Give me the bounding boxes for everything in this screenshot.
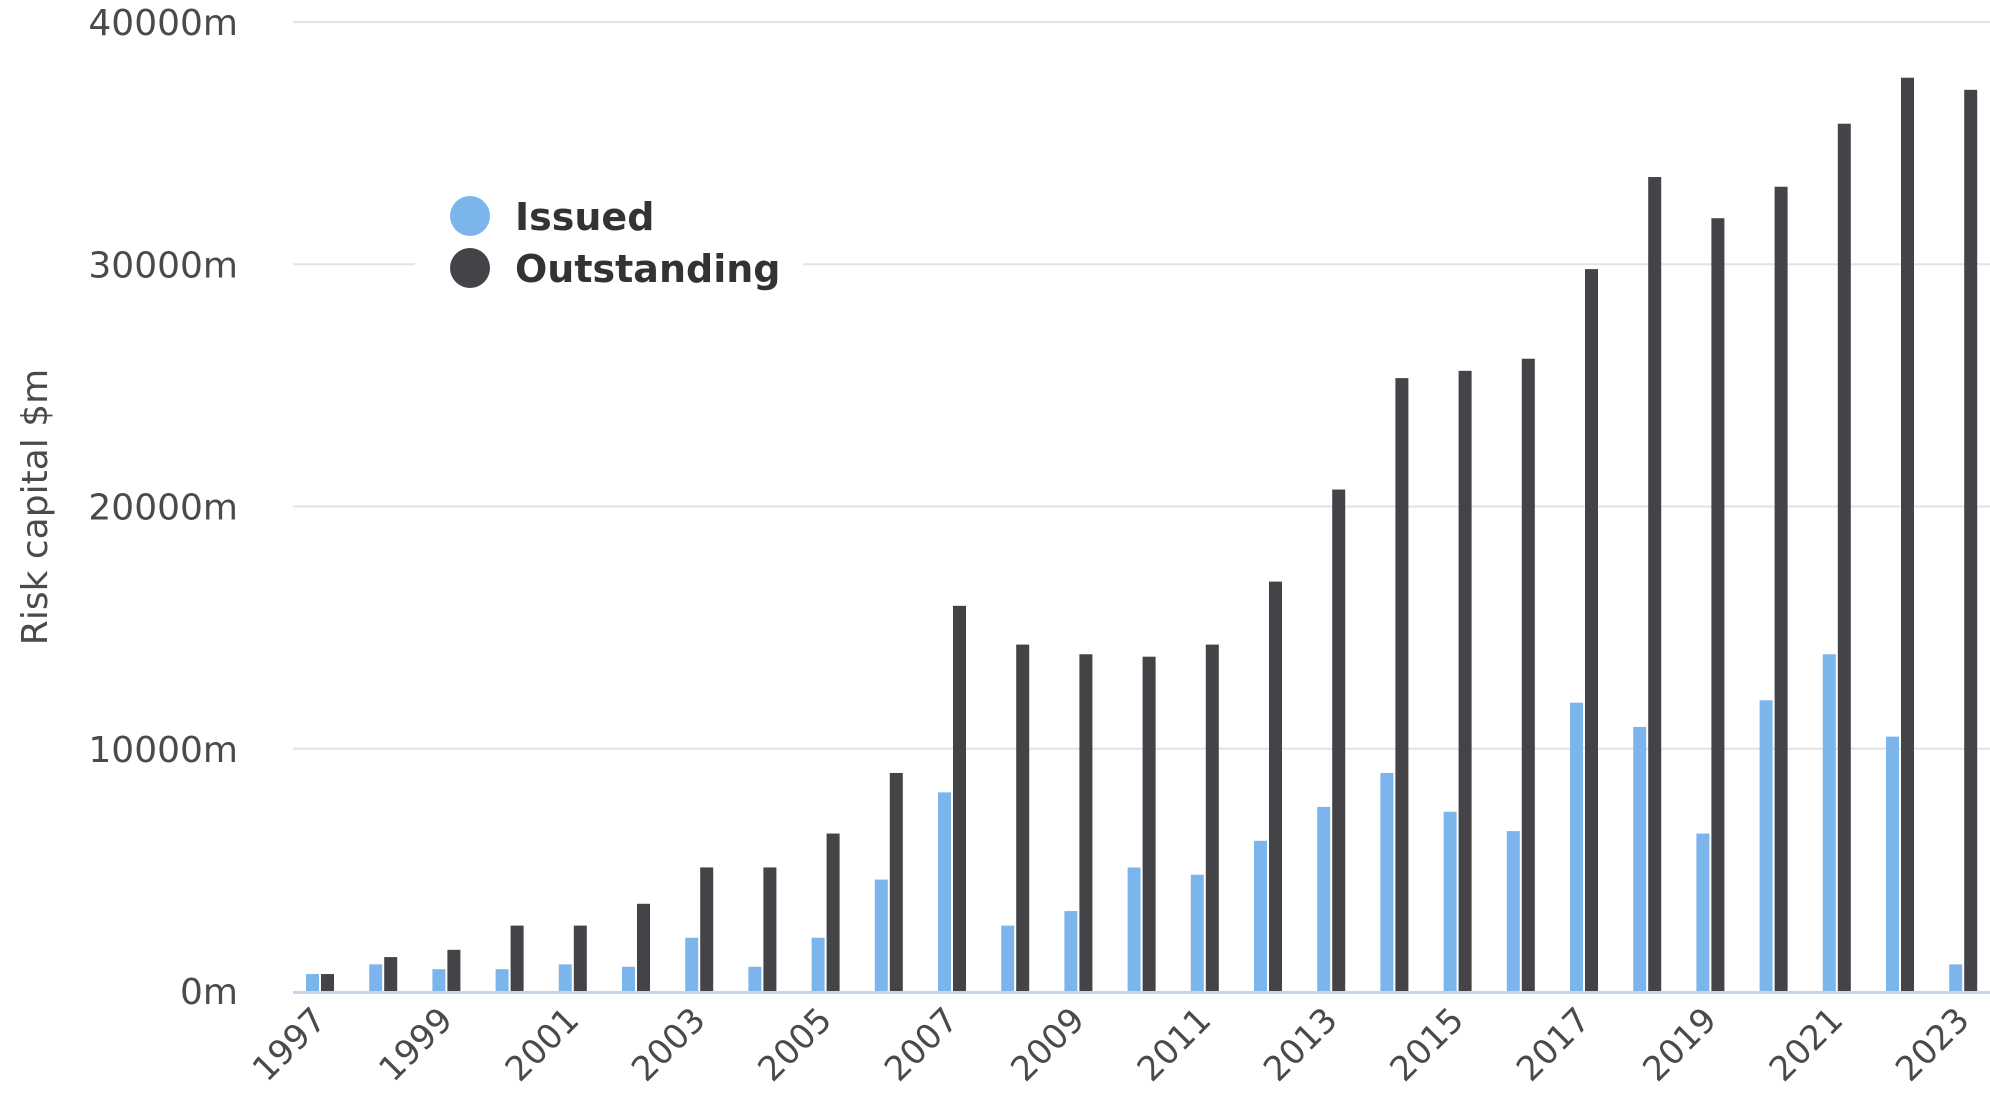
y-tick-label: 10000m (88, 730, 238, 771)
bar-issued-2022[interactable] (1886, 736, 1899, 991)
x-tick-label: 2003 (624, 1000, 713, 1089)
legend-marker-issued (450, 196, 490, 236)
bar-outstanding-2001[interactable] (573, 925, 587, 991)
bar-issued-2003[interactable] (685, 937, 699, 991)
bar-outstanding-2018[interactable] (1648, 177, 1662, 992)
bar-issued-1997[interactable] (306, 974, 319, 991)
bar-issued-2017[interactable] (1570, 702, 1583, 991)
bar-outstanding-2012[interactable] (1269, 581, 1282, 991)
x-tick-label: 2011 (1130, 1000, 1219, 1089)
y-tick-label: 0m (180, 972, 238, 1013)
bar-outstanding-2010[interactable] (1142, 656, 1156, 991)
bar-outstanding-2023[interactable] (1964, 89, 1978, 991)
legend-marker-outstanding (450, 248, 490, 288)
x-tick-label: 2005 (750, 1000, 839, 1089)
bar-issued-2013[interactable] (1317, 806, 1331, 991)
bar-outstanding-2013[interactable] (1332, 489, 1346, 991)
bar-issued-2008[interactable] (1001, 925, 1015, 991)
y-tick-label: 40000m (88, 3, 238, 44)
bar-outstanding-2000[interactable] (510, 925, 524, 991)
bar-issued-2000[interactable] (495, 969, 509, 991)
bar-issued-1998[interactable] (369, 964, 383, 991)
x-tick-label: 2023 (1888, 1000, 1977, 1089)
bar-issued-2001[interactable] (558, 964, 572, 991)
legend-item-issued[interactable]: Issued (450, 195, 654, 239)
bar-issued-2015[interactable] (1443, 811, 1457, 991)
bar-issued-2023[interactable] (1949, 964, 1963, 991)
bar-outstanding-2016[interactable] (1521, 358, 1535, 991)
bar-outstanding-2006[interactable] (889, 772, 903, 991)
bar-outstanding-2015[interactable] (1458, 370, 1472, 992)
bar-issued-2006[interactable] (874, 879, 888, 991)
bar-outstanding-1997[interactable] (321, 974, 334, 991)
bar-issued-2016[interactable] (1506, 831, 1520, 991)
bar-outstanding-2009[interactable] (1079, 654, 1093, 991)
bar-issued-2011[interactable] (1190, 874, 1204, 991)
bar-issued-2020[interactable] (1759, 700, 1773, 991)
gridlines (293, 21, 1990, 750)
bar-issued-2012[interactable] (1254, 840, 1267, 991)
bar-issued-2009[interactable] (1064, 911, 1078, 991)
bar-issued-2014[interactable] (1380, 772, 1394, 991)
bar-issued-2004[interactable] (748, 966, 762, 991)
bars (306, 77, 1978, 992)
bar-outstanding-2004[interactable] (763, 867, 777, 991)
bar-outstanding-2003[interactable] (700, 867, 714, 991)
bar-issued-1999[interactable] (432, 969, 446, 991)
bar-issued-2002[interactable] (622, 966, 635, 991)
bar-outstanding-1998[interactable] (384, 957, 398, 991)
bar-outstanding-2007[interactable] (953, 605, 966, 991)
bar-issued-2005[interactable] (811, 937, 825, 991)
bar-issued-2019[interactable] (1696, 833, 1710, 991)
x-tick-label: 2019 (1635, 1000, 1724, 1089)
legend-item-outstanding[interactable]: Outstanding (450, 247, 780, 291)
bar-issued-2021[interactable] (1822, 654, 1836, 991)
x-tick-label: 2001 (498, 1000, 587, 1089)
bar-outstanding-2019[interactable] (1711, 218, 1725, 991)
bar-outstanding-2008[interactable] (1016, 644, 1030, 991)
x-tick-label: 2013 (1256, 1000, 1345, 1089)
bar-outstanding-2002[interactable] (637, 903, 650, 991)
x-tick-label: 2007 (877, 1000, 966, 1089)
x-tick-label: 1997 (245, 1000, 334, 1089)
legend-label-outstanding: Outstanding (515, 247, 780, 291)
x-tick-label: 2021 (1762, 1000, 1851, 1089)
bar-outstanding-1999[interactable] (447, 949, 461, 991)
y-tick-label: 20000m (88, 488, 238, 529)
bar-issued-2007[interactable] (938, 792, 951, 991)
bar-outstanding-2017[interactable] (1585, 269, 1598, 992)
bar-issued-2010[interactable] (1127, 867, 1141, 991)
y-axis-title: Risk capital $m (15, 369, 56, 645)
x-tick-label: 1999 (371, 1000, 460, 1089)
bar-outstanding-2022[interactable] (1901, 77, 1914, 991)
x-axis-ticks: 1997 1999 2001 2003 2005 2007 2009 2011 2013 2015… (245, 1000, 1978, 1089)
x-tick-label: 2015 (1382, 1000, 1471, 1089)
bar-issued-2018[interactable] (1633, 726, 1647, 991)
legend: Issued Outstanding (415, 180, 803, 298)
bar-outstanding-2021[interactable] (1837, 123, 1851, 992)
y-axis-ticks: 0m 10000m 20000m 30000m 40000m (88, 3, 238, 1013)
bar-outstanding-2005[interactable] (826, 833, 840, 991)
y-tick-label: 30000m (88, 245, 238, 286)
x-tick-label: 2009 (1003, 1000, 1092, 1089)
x-tick-label: 2017 (1509, 1000, 1598, 1089)
bar-outstanding-2011[interactable] (1205, 644, 1219, 991)
bar-outstanding-2014[interactable] (1395, 378, 1409, 991)
legend-label-issued: Issued (515, 195, 654, 239)
bar-outstanding-2020[interactable] (1774, 186, 1788, 992)
